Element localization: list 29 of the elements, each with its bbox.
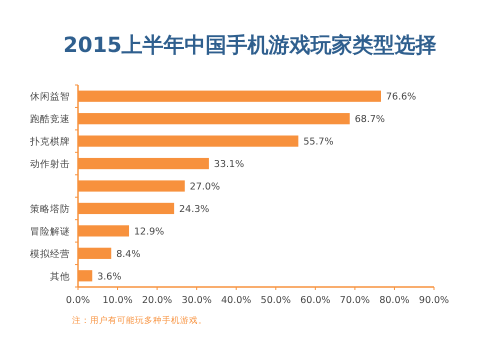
y-tick-label: 冒险解谜 <box>30 225 70 238</box>
data-label: 8.4% <box>116 248 140 260</box>
data-label: 68.7% <box>354 114 385 126</box>
y-tick-label: 动作射击 <box>30 158 70 170</box>
x-tick-label: 70.0% <box>340 295 370 306</box>
y-tick-label: 跑酷竞速 <box>30 113 70 126</box>
x-tick-label: 90.0% <box>418 295 450 306</box>
data-label: 27.0% <box>190 182 220 192</box>
x-tick-label: 60.0% <box>300 295 330 306</box>
x-tick-label: 10.0% <box>102 295 133 306</box>
y-tick-label: 其他 <box>50 270 70 282</box>
data-label: 33.1% <box>214 159 244 170</box>
data-label: 12.9% <box>134 226 164 238</box>
data-label: 24.3% <box>179 204 210 215</box>
x-tick-label: 0.0% <box>66 295 90 306</box>
data-label: 76.6% <box>386 92 416 103</box>
x-tick-label: 50.0% <box>260 295 291 306</box>
y-tick-label: 策略塔防 <box>30 202 70 215</box>
chart-title: 2015上半年中国手机游戏玩家类型选择 <box>63 33 437 57</box>
y-tick-label: 休闲益智 <box>30 90 70 103</box>
x-tick-label: 80.0% <box>379 295 410 306</box>
x-tick-label: 30.0% <box>182 295 212 306</box>
text: 注：用户有可能玩多种手机游戏。 <box>72 315 207 326</box>
y-tick-label: 模拟经营 <box>30 248 70 260</box>
x-tick-label: 40.0% <box>221 295 252 306</box>
data-label: 55.7% <box>303 136 334 148</box>
data-label: 3.6% <box>97 271 122 282</box>
x-tick-label: 20.0% <box>142 295 172 306</box>
y-tick-label: 扑克棋牌 <box>29 136 70 148</box>
